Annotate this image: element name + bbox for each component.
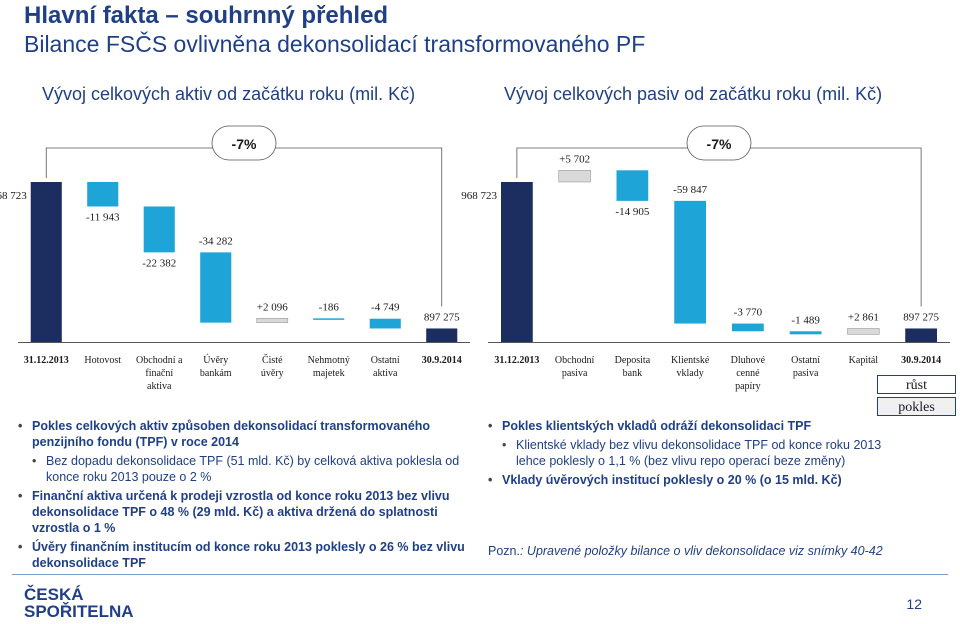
assets-category-label-6: Nehmotný majetek xyxy=(308,355,350,379)
liabilities-bullet-3: Vklady úvěrových institucí poklesly o 20… xyxy=(488,472,908,488)
assets-value-label-8: 897 275 xyxy=(424,311,460,323)
assets-bar-2 xyxy=(87,182,119,207)
assets-bar-4 xyxy=(200,252,232,323)
assets-category-label-5: Čisté úvěry xyxy=(261,354,284,379)
liabilities-chart-title: Vývoj celkových pasiv od začátku roku (m… xyxy=(504,84,883,104)
liabilities-bar-7 xyxy=(847,328,880,335)
footnote-text: : Upravené položky bilance o vliv dekons… xyxy=(519,544,883,558)
footnote-label: Pozn. xyxy=(488,544,520,558)
legend-decrease: pokles xyxy=(877,397,956,416)
assets-value-label-5: +2 096 xyxy=(257,301,288,313)
liabilities-category-label-1: 31.12.2013 xyxy=(494,355,539,366)
assets-bar-7 xyxy=(369,318,401,329)
assets-value-label-1: 968 723 xyxy=(0,190,27,202)
liabilities-bar-4 xyxy=(674,200,707,324)
assets-chart-title: Vývoj celkových aktiv od začátku roku (m… xyxy=(42,84,416,104)
assets-category-label-1: 31.12.2013 xyxy=(24,355,69,366)
liabilities-category-label-4: Klientské vklady xyxy=(671,355,710,379)
bank-logo: ČESKÁ SPOŘITELNA xyxy=(24,586,134,620)
footnote: Pozn.: Upravené položky bilance o vliv d… xyxy=(488,544,883,558)
logo-line2: SPOŘITELNA xyxy=(24,602,134,621)
assets-bullet-1: Pokles celkových aktiv způsoben dekonsol… xyxy=(18,418,466,450)
assets-category-label-2: Hotovost xyxy=(84,355,121,366)
footer-divider xyxy=(12,574,948,575)
liabilities-commentary: Pokles klientských vkladů odráží dekonso… xyxy=(488,418,908,491)
liabilities-bar-2 xyxy=(558,170,591,183)
legend-increase: růst xyxy=(877,375,956,394)
liabilities-category-label-2: Obchodní pasiva xyxy=(555,355,595,379)
assets-value-label-4: -34 282 xyxy=(199,235,233,247)
liabilities-value-label-4: -59 847 xyxy=(673,184,707,196)
liabilities-value-label-8: 897 275 xyxy=(903,311,939,323)
liabilities-change-label: -7% xyxy=(707,136,732,152)
liabilities-bar-8 xyxy=(905,328,938,342)
liabilities-value-label-7: +2 861 xyxy=(848,311,879,323)
liabilities-value-label-1: 968 723 xyxy=(461,190,497,202)
liabilities-value-label-3: -14 905 xyxy=(615,206,649,218)
assets-bar-6 xyxy=(313,318,345,320)
assets-value-label-3: -22 382 xyxy=(142,257,176,269)
assets-category-label-8: 30.9.2014 xyxy=(422,355,462,366)
liabilities-change-badge xyxy=(686,125,752,161)
assets-bullet-2: Bez dopadu dekonsolidace TPF (51 mld. Kč… xyxy=(32,453,466,485)
assets-category-label-4: Úvěry bankám xyxy=(200,354,232,379)
page-number: 12 xyxy=(906,596,922,612)
assets-commentary: Pokles celkových aktiv způsoben dekonsol… xyxy=(18,418,466,574)
logo-line1: ČESKÁ xyxy=(24,585,84,604)
liabilities-bar-5 xyxy=(731,323,764,332)
assets-change-label: -7% xyxy=(232,136,257,152)
assets-bar-8 xyxy=(426,328,458,342)
assets-change-badge xyxy=(211,125,277,161)
assets-category-label-7: Ostatní aktiva xyxy=(371,355,400,379)
assets-change-bracket xyxy=(45,147,443,307)
liabilities-value-label-6: -1 489 xyxy=(791,314,820,326)
assets-bar-3 xyxy=(143,206,175,253)
liabilities-bullet-1: Pokles klientských vkladů odráží dekonso… xyxy=(488,418,908,434)
liabilities-value-label-2: +5 702 xyxy=(559,153,590,165)
liabilities-bar-1 xyxy=(500,182,533,342)
liabilities-category-label-5: Dluhové cenné papíry xyxy=(731,355,766,392)
liabilities-category-label-6: Ostatní pasiva xyxy=(791,355,820,379)
assets-bar-5 xyxy=(256,318,289,323)
liabilities-category-label-8: 30.9.2014 xyxy=(901,355,941,366)
page-title: Hlavní fakta – souhrnný přehled xyxy=(24,2,389,29)
assets-category-label-3: Obchodní a finační aktiva xyxy=(136,355,183,392)
assets-value-label-6: -186 xyxy=(319,301,340,313)
page-subtitle: Bilance FSČS ovlivněna dekonsolidací tra… xyxy=(24,31,646,57)
assets-bar-1 xyxy=(30,182,62,342)
assets-value-label-2: -11 943 xyxy=(86,211,120,223)
liabilities-value-label-5: -3 770 xyxy=(734,307,763,319)
waterfall-charts: 968 723 31.12.2013 -11 943 Hotovost -22 382 O… xyxy=(0,125,950,392)
liabilities-category-label-3: Deposita bank xyxy=(615,355,651,379)
assets-bullet-4: Úvěry finančním institucím od konce roku… xyxy=(18,539,466,571)
liabilities-bullet-2: Klientské vklady bez vlivu dekonsolidace… xyxy=(502,437,908,469)
liabilities-bar-6 xyxy=(789,331,822,335)
liabilities-bar-3 xyxy=(616,170,649,201)
liabilities-category-label-7: Kapitál xyxy=(849,355,879,366)
assets-value-label-7: -4 749 xyxy=(371,302,400,314)
assets-bullet-3: Finanční aktiva určená k prodeji vzrostl… xyxy=(18,488,466,536)
